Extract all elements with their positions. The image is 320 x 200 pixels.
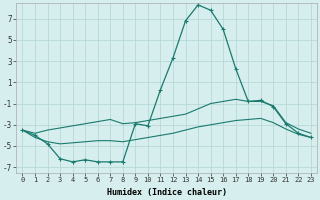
X-axis label: Humidex (Indice chaleur): Humidex (Indice chaleur): [107, 188, 227, 197]
